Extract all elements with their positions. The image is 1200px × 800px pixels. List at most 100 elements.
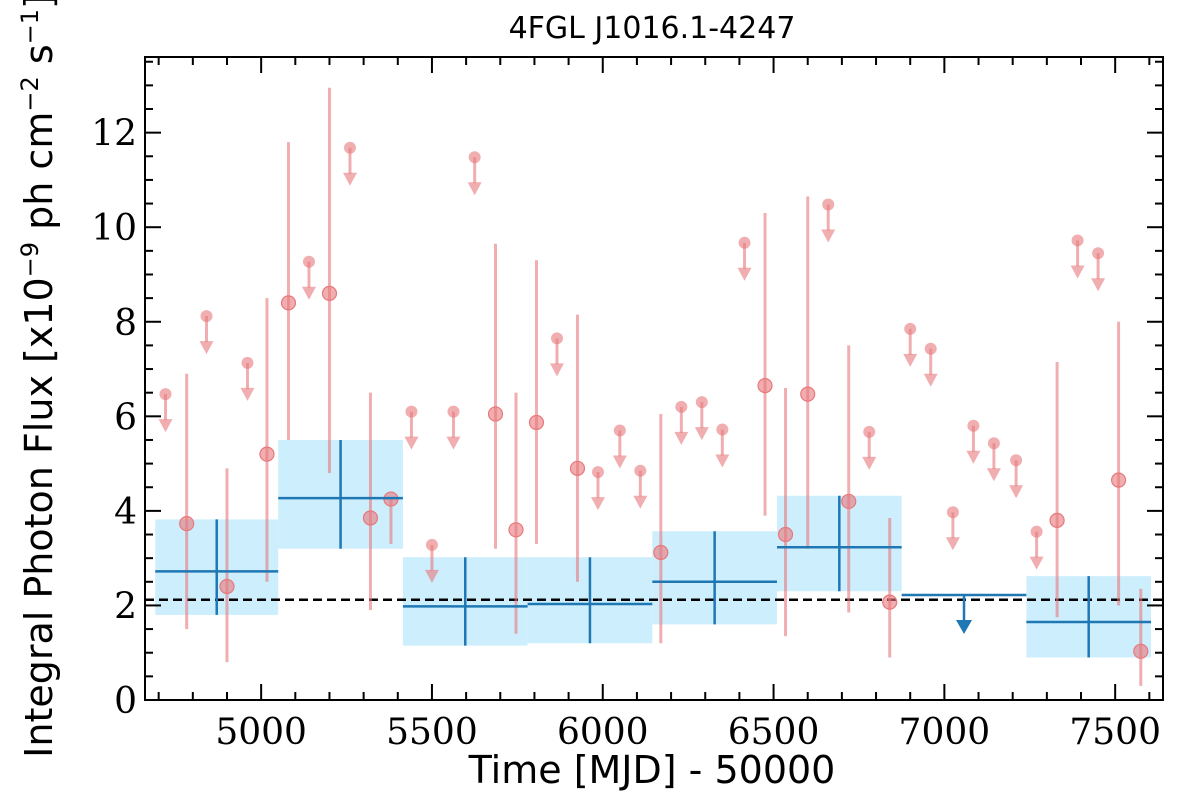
upper-limit-arrowhead: [737, 267, 752, 281]
short-point-17: [1049, 361, 1065, 618]
short-point-marker: [1049, 512, 1065, 528]
x-tick-label: 6000: [557, 712, 649, 753]
axes-frame: 5000 5500 6000 6500 7000 7500 0 2 4 6 8 10 12: [91, 56, 1164, 753]
short-upper-limit-20: [923, 342, 938, 387]
upper-limit-marker: [987, 437, 1000, 450]
long-bin-point-6: [1026, 576, 1152, 658]
short-upper-limit-19: [903, 322, 918, 367]
short-upper-limit-11: [612, 424, 627, 469]
upper-limit-marker: [200, 310, 213, 323]
short-upper-limit-16: [737, 236, 752, 281]
upper-limit-arrowhead: [1009, 485, 1024, 499]
upper-limit-arrowhead: [966, 450, 981, 464]
short-point-16: [882, 517, 898, 658]
short-point-marker: [882, 594, 898, 610]
y-axis-label-end: ]: [17, 0, 61, 9]
upper-limit-arrowhead: [633, 495, 648, 509]
short-point-19: [1133, 588, 1149, 686]
upper-limit-arrowhead: [342, 172, 357, 186]
upper-limit-marker: [695, 396, 708, 409]
short-point-3: [280, 142, 297, 440]
short-upper-limit-17: [821, 198, 836, 243]
long-bin-points: [155, 439, 1152, 658]
upper-limit-arrowhead: [1029, 556, 1044, 570]
short-upper-limit-25: [1029, 525, 1044, 570]
upper-limit-arrowhead: [862, 456, 877, 470]
short-point-marker: [280, 295, 297, 311]
upper-limit-arrowhead: [467, 182, 482, 196]
upper-limit-arrowhead: [549, 363, 564, 377]
short-upper-limit-24: [1009, 454, 1024, 499]
x-axis-label: Time [MJD] - 50000: [468, 748, 836, 792]
y-axis-label-exp: −9: [16, 242, 44, 277]
y-tick-label: 6: [114, 397, 137, 438]
upper-limit-arrowhead: [404, 436, 419, 450]
short-point-marker: [1110, 472, 1127, 488]
short-upper-limit-15: [715, 423, 730, 468]
short-bin-points: [158, 87, 1149, 686]
upper-limit-marker: [302, 255, 315, 268]
y-tick-label: 8: [114, 303, 137, 344]
upper-limit-marker: [405, 405, 418, 418]
y-tick-label: 12: [91, 114, 137, 155]
x-tick-label: 6500: [728, 712, 820, 753]
short-point-marker: [777, 526, 794, 543]
upper-limit-marker: [904, 322, 917, 335]
upper-limit-marker: [946, 506, 959, 519]
upper-limit-marker: [634, 464, 647, 477]
y-axis-label-exp3: −1: [16, 9, 44, 44]
y-axis-label: Integral Photon Flux [x10−9 ph cm−2 s−1]: [16, 0, 61, 758]
upper-limit-arrowhead: [1091, 278, 1106, 292]
upper-limit-marker: [716, 423, 729, 436]
short-point-marker: [219, 578, 235, 595]
long-bin-point-3: [527, 557, 653, 644]
y-axis-label-s: s: [17, 44, 61, 76]
upper-limit-arrowhead: [158, 419, 173, 433]
long-bin-point-5: [776, 495, 902, 592]
short-point-marker: [841, 493, 857, 510]
upper-limit-marker: [613, 424, 626, 437]
short-point-8: [508, 392, 524, 634]
upper-limit-arrowhead: [301, 286, 316, 300]
short-upper-limit-26: [1070, 234, 1085, 279]
short-point-5: [362, 392, 379, 611]
short-upper-limit-3: [301, 255, 316, 300]
upper-limit-arrowhead: [1070, 265, 1085, 279]
short-point-marker: [757, 377, 773, 394]
upper-limit-marker: [822, 198, 835, 211]
upper-limit-marker: [159, 388, 172, 401]
short-upper-limit-14: [694, 396, 709, 441]
short-upper-limit-21: [945, 506, 960, 551]
short-point-marker: [487, 406, 504, 422]
x-tick-label: 5500: [386, 712, 478, 753]
short-point-18: [1110, 321, 1127, 606]
upper-limit-arrowhead: [903, 353, 918, 367]
upper-limit-marker: [550, 332, 563, 345]
upper-limit-arrowhead: [199, 341, 214, 355]
long-bin-point-4: [652, 531, 777, 625]
upper-limit-marker: [591, 466, 604, 479]
short-upper-limit-18: [862, 425, 877, 470]
short-point-9: [528, 260, 545, 544]
x-tick-label: 7000: [899, 712, 991, 753]
short-point-marker: [321, 285, 338, 301]
upper-limit-marker: [1092, 247, 1105, 260]
short-upper-limit-7: [446, 405, 461, 450]
long-bin-point-2: [402, 557, 528, 646]
upper-limit-marker: [241, 356, 254, 369]
short-point-2: [259, 298, 275, 582]
y-tick-label: 0: [114, 681, 137, 722]
short-upper-limit-13: [674, 400, 689, 445]
short-point-4: [321, 87, 338, 474]
short-upper-limit-12: [633, 464, 648, 509]
upper-limit-marker: [468, 151, 481, 164]
short-point-marker: [508, 522, 524, 538]
short-point-12: [757, 213, 773, 516]
upper-limit-marker: [738, 236, 751, 249]
short-upper-limit-9: [549, 332, 564, 377]
y-axis-label-units: ph cm: [17, 112, 61, 242]
short-point-marker: [362, 510, 379, 526]
short-point-13: [777, 387, 794, 637]
short-upper-limit-0: [158, 388, 173, 433]
long-bin-point-1: [278, 439, 403, 549]
